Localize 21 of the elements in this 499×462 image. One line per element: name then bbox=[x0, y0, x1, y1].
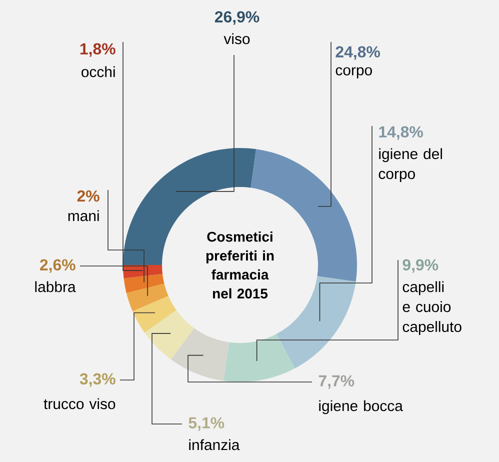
data-label: 5,1% bbox=[188, 417, 224, 431]
text: Cosmetici preferiti in farmacia nel 2015 bbox=[206, 231, 274, 299]
slice-label: capelli e cuoio capelluto bbox=[402, 281, 462, 335]
data-label: 3,3% bbox=[80, 373, 116, 387]
slice-label: viso bbox=[224, 33, 250, 44]
slice-label: igiene del corpo bbox=[378, 148, 442, 182]
data-label: 24,8% bbox=[336, 46, 380, 60]
data-label: 2,6% bbox=[40, 259, 76, 273]
slice-label: mani bbox=[68, 210, 99, 222]
slice-label: labbra bbox=[35, 281, 76, 292]
slice-label: corpo bbox=[336, 67, 372, 78]
data-label: 1,8% bbox=[80, 43, 116, 57]
data-label: 14,8% bbox=[379, 126, 423, 140]
slice-label: occhi bbox=[82, 66, 115, 78]
data-label: 7,7% bbox=[318, 375, 354, 389]
data-label: 2% bbox=[77, 190, 100, 202]
slice-label: igiene bocca bbox=[319, 400, 403, 414]
data-label: 9,9% bbox=[402, 259, 438, 273]
data-label: 26,9% bbox=[214, 11, 260, 25]
slice-label: infanzia bbox=[189, 439, 240, 450]
slice-label: trucco viso bbox=[44, 398, 116, 410]
